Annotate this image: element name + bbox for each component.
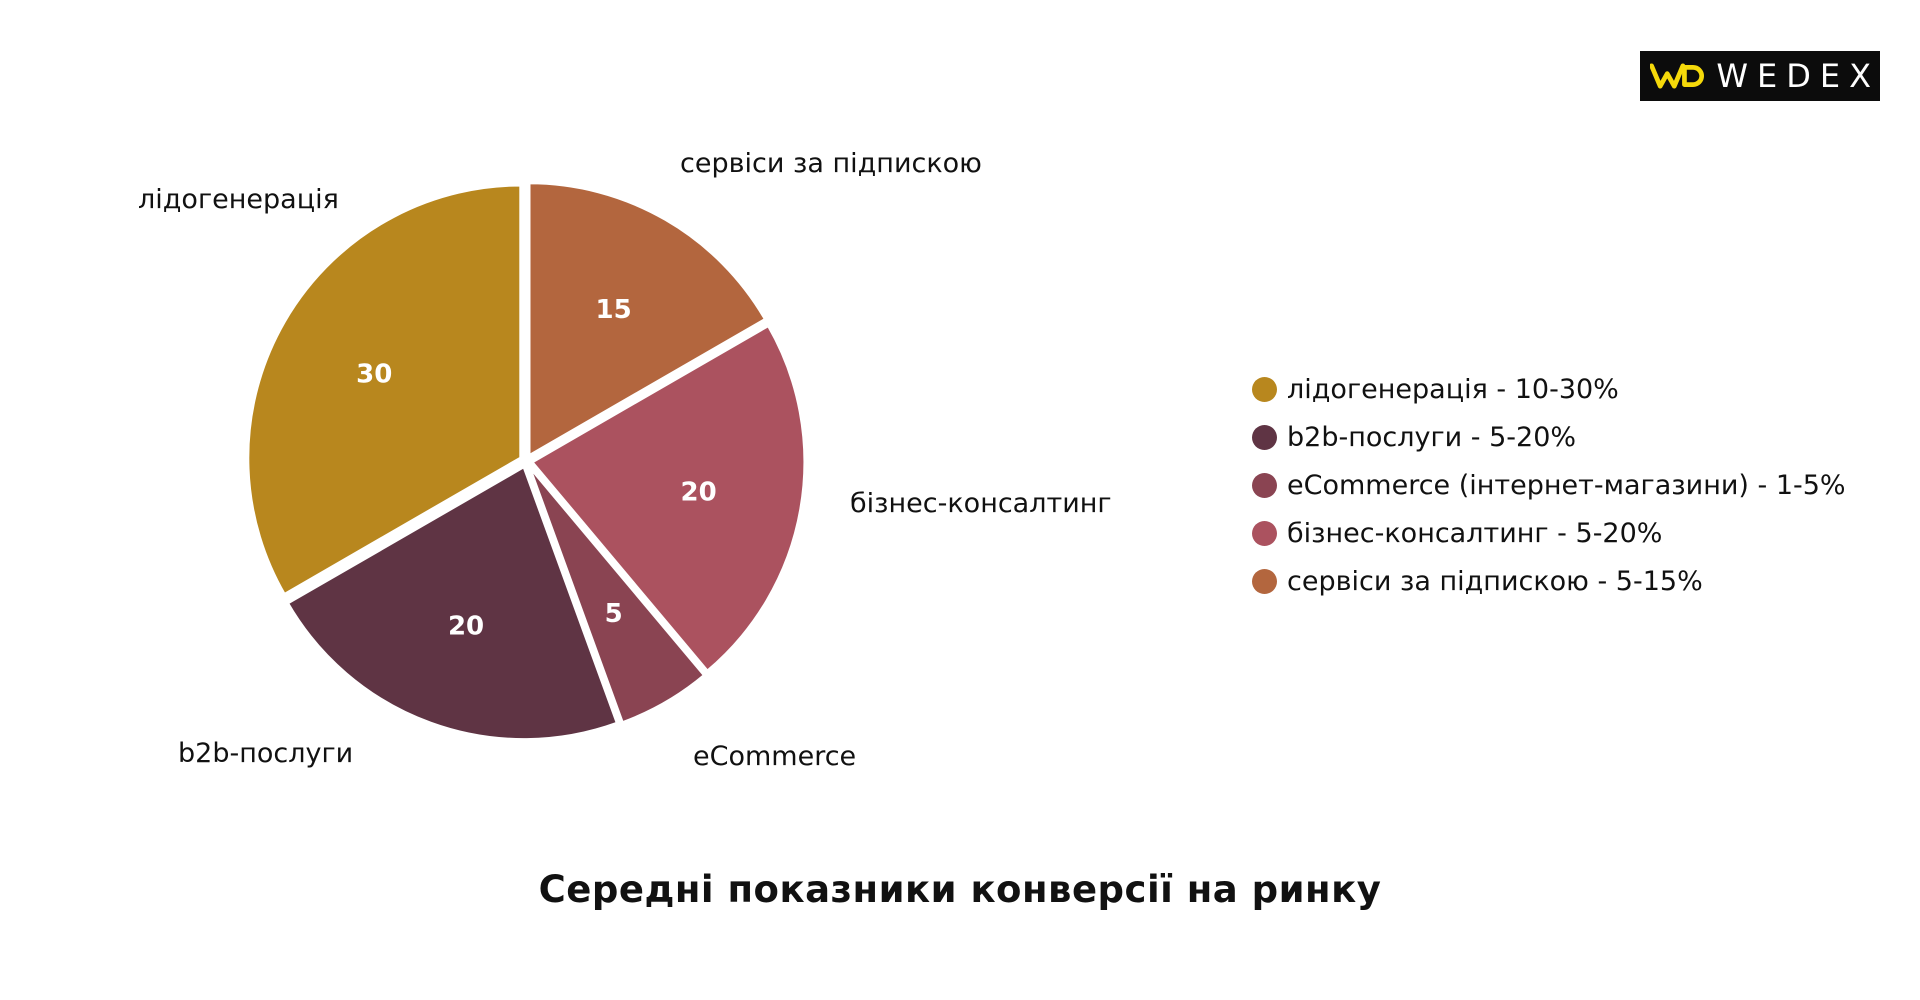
legend-swatch <box>1252 376 1277 402</box>
slice-value-label-b2b: 20 <box>448 612 484 642</box>
legend-item-label: b2b-послуги - 5-20% <box>1287 421 1577 453</box>
legend-item-subscription: сервіси за підпискою - 5-15% <box>1252 557 1846 605</box>
category-label-consulting: бізнес-консалтинг <box>850 488 1112 519</box>
pie-slice-consulting <box>530 324 807 673</box>
wedex-logo-mark-icon <box>1650 63 1704 89</box>
legend-swatch <box>1252 424 1277 450</box>
legend-item-label: сервіси за підпискою - 5-15% <box>1287 565 1703 597</box>
legend-swatch <box>1252 520 1277 546</box>
slice-value-label-consulting: 20 <box>681 477 717 507</box>
category-label-ecommerce: eCommerce <box>693 741 856 772</box>
chart-title: Середні показники конверсії на ринку <box>538 868 1382 911</box>
category-label-lidogeneratsiia: лідогенерація <box>138 184 339 215</box>
legend-item-b2b: b2b-послуги - 5-20% <box>1252 413 1846 461</box>
legend-item-label: eCommerce (інтернет-магазини) - 1-5% <box>1287 469 1846 501</box>
legend-item-ecommerce: eCommerce (інтернет-магазини) - 1-5% <box>1252 461 1846 509</box>
pie-slice-b2b <box>286 465 619 742</box>
slice-value-label-lidogeneratsiia: 30 <box>356 359 392 389</box>
legend-item-label: бізнес-консалтинг - 5-20% <box>1287 517 1663 549</box>
wedex-logo: WEDEX <box>1640 51 1880 101</box>
pie-slice-lidogeneratsiia <box>246 183 523 596</box>
legend: лідогенерація - 10-30% b2b-послуги - 5-2… <box>1252 365 1846 605</box>
category-label-subscription: сервіси за підпискою <box>680 148 982 179</box>
slice-value-label-subscription: 15 <box>596 295 632 325</box>
legend-swatch <box>1252 568 1277 594</box>
legend-swatch <box>1252 472 1277 498</box>
logo-text: WEDEX <box>1716 57 1880 95</box>
pie-slice-ecommerce <box>527 464 706 725</box>
legend-item-lidogeneratsiia: лідогенерація - 10-30% <box>1252 365 1846 413</box>
category-label-b2b: b2b-послуги <box>178 738 353 769</box>
pie-slice-subscription <box>527 181 767 458</box>
legend-item-consulting: бізнес-консалтинг - 5-20% <box>1252 509 1846 557</box>
legend-item-label: лідогенерація - 10-30% <box>1287 373 1619 405</box>
slice-value-label-ecommerce: 5 <box>605 599 623 629</box>
